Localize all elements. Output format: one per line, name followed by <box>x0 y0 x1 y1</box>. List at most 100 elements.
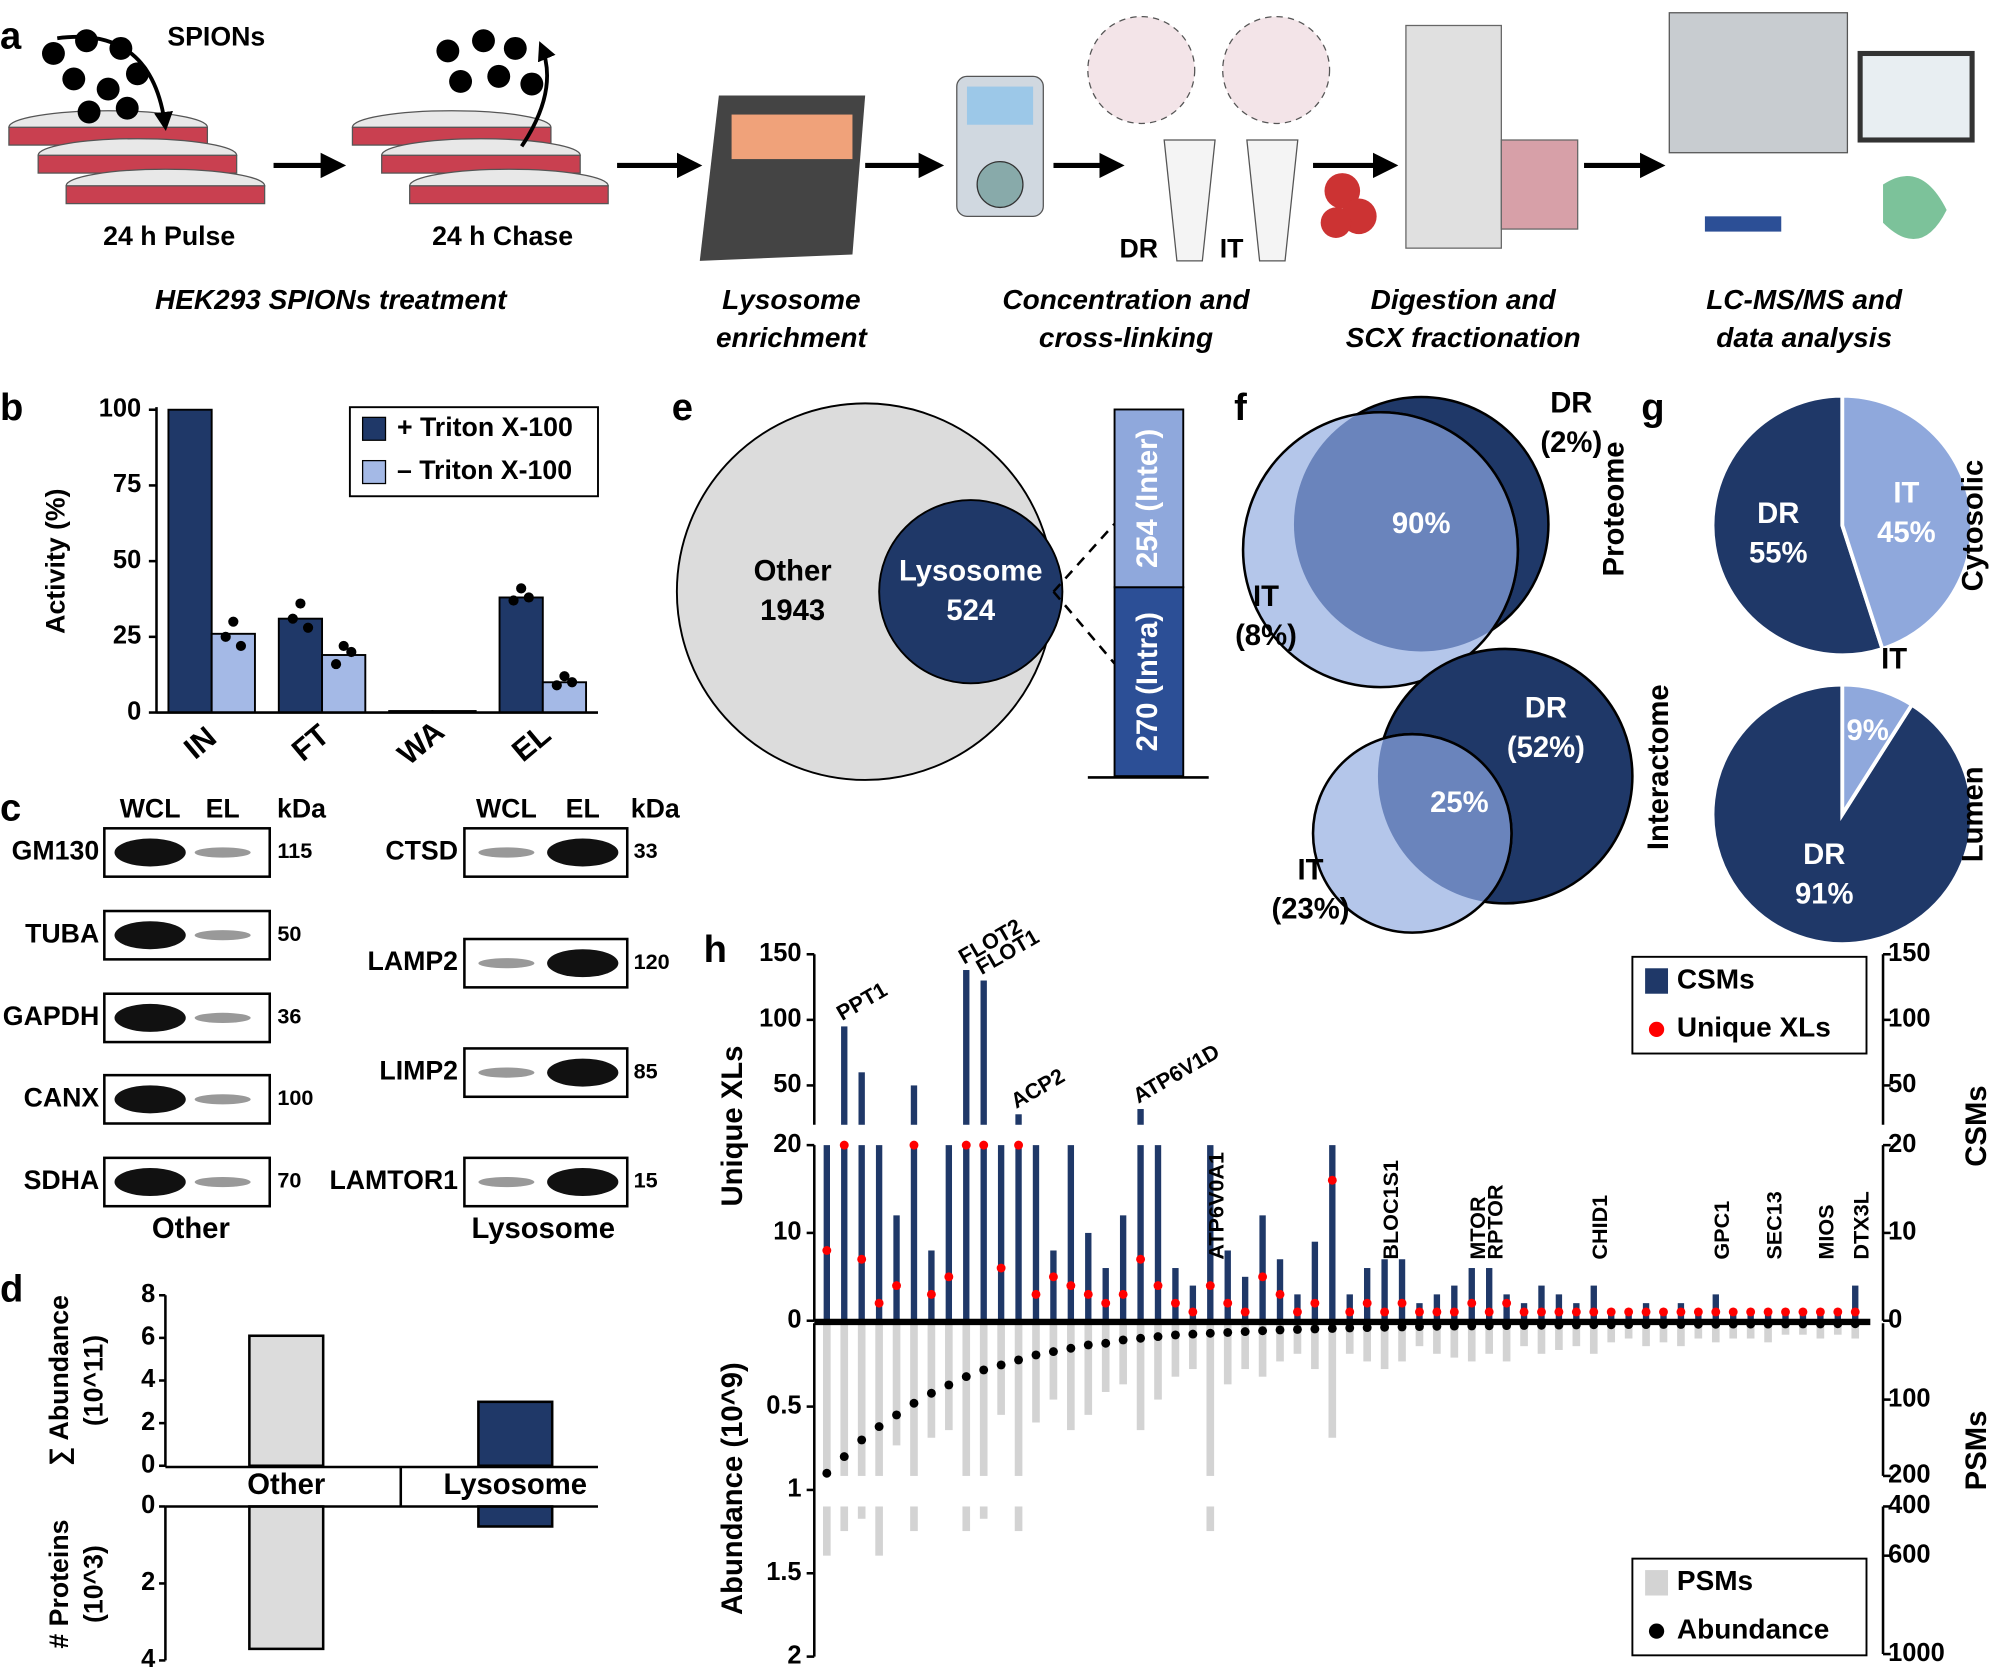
replicate-point <box>523 592 534 603</box>
y2-tick-label: 150 <box>1888 939 1930 967</box>
bar-suffix: (Inter) <box>1132 429 1164 512</box>
csm-bar <box>1137 1109 1144 1125</box>
csm-bar <box>1085 1232 1092 1321</box>
csm-bar <box>1468 1268 1475 1321</box>
abundance-point <box>979 1365 989 1375</box>
protein-label: CHID1 <box>1587 1195 1612 1260</box>
blot-band <box>478 1067 535 1078</box>
psm-bar <box>857 1506 866 1519</box>
abundance-point <box>1362 1323 1372 1333</box>
xl-point <box>892 1281 901 1291</box>
psm-bar <box>875 1506 883 1556</box>
venn-circle <box>878 499 1064 685</box>
csm-bar <box>980 980 987 1125</box>
xl-point <box>909 1140 919 1150</box>
abundance-point <box>1101 1338 1111 1348</box>
abundance-point <box>1240 1327 1250 1337</box>
legend-label: + Triton X-100 <box>397 412 573 442</box>
blot-band <box>547 949 619 978</box>
protein-label: SDHA <box>24 1165 100 1195</box>
category-label: Lysosome <box>443 1469 587 1501</box>
x-tick-label: FT <box>285 718 336 768</box>
protein-label: CTSD <box>385 836 458 866</box>
protein-label: ATP6V0A1 <box>1204 1152 1229 1260</box>
pie-title: Lumen <box>1957 766 1989 862</box>
y-tick-label: 6 <box>141 1323 155 1351</box>
csm-bar <box>1067 1145 1075 1321</box>
legend-label: CSMs <box>1677 963 1755 994</box>
y3-tick-label: 0.5 <box>766 1391 801 1419</box>
xl-point <box>926 1289 936 1299</box>
protein-label: BLOC1S1 <box>1378 1160 1403 1260</box>
psm-bar <box>945 1323 953 1431</box>
y-tick-label: 4 <box>141 1645 156 1673</box>
csm-bar <box>928 1250 935 1321</box>
xl-point <box>1798 1307 1808 1317</box>
replicate-point <box>559 671 570 682</box>
psm-bar <box>910 1506 918 1532</box>
y3-tick-label: 1 <box>787 1475 801 1503</box>
y-tick-label: 0 <box>141 1450 155 1478</box>
legend-label: Abundance <box>1677 1614 1829 1645</box>
bar <box>321 654 367 714</box>
psm-bar <box>1032 1323 1040 1423</box>
group-label: Lysosome <box>471 1213 615 1245</box>
abundance-point <box>944 1380 954 1390</box>
csm-bar <box>1398 1259 1406 1321</box>
psm-bar <box>1258 1323 1267 1377</box>
psm-bar <box>1398 1323 1406 1362</box>
protein-label: PPT1 <box>832 977 891 1026</box>
kda-label: 120 <box>634 949 670 974</box>
abundance-point <box>1223 1327 1233 1337</box>
protein-label: ACP2 <box>1006 1063 1068 1113</box>
psm-bar <box>1589 1323 1598 1354</box>
xl-point <box>1083 1289 1093 1299</box>
csm-bar <box>910 1145 918 1321</box>
slice-name: DR <box>1803 839 1845 871</box>
bar-suffix: (Intra) <box>1132 612 1164 695</box>
y-tick-label: 10 <box>773 1218 801 1246</box>
xl-point <box>1554 1307 1564 1317</box>
csm-bar <box>1590 1285 1597 1321</box>
abundance-point <box>1188 1329 1198 1339</box>
psm-bar <box>1677 1323 1685 1347</box>
slice-name: IT <box>1893 478 1919 510</box>
xl-point <box>822 1246 832 1255</box>
xl-point <box>1850 1307 1860 1317</box>
psm-bar <box>979 1323 988 1476</box>
column-header: EL <box>206 794 240 824</box>
xl-point <box>1763 1307 1773 1317</box>
abundance-point <box>1292 1324 1302 1334</box>
bar-value: 270 <box>1132 703 1164 752</box>
kda-label: 70 <box>277 1168 301 1193</box>
replicate-point <box>228 616 239 627</box>
y-tick-label: 8 <box>141 1280 155 1308</box>
step-label: cross-linking <box>1039 322 1213 353</box>
protein-label: GPC1 <box>1709 1201 1734 1260</box>
pie-slice <box>1710 682 1974 946</box>
axis-label: Abundance (10^9) <box>717 1362 749 1615</box>
psm-bar <box>1119 1323 1127 1385</box>
blot-band <box>114 838 186 867</box>
replicate-point <box>235 640 247 652</box>
psm-bar <box>857 1323 866 1476</box>
bar <box>477 1505 554 1528</box>
xl-point <box>1781 1307 1790 1317</box>
psm-bar <box>1049 1323 1058 1400</box>
panel-label: c <box>0 787 21 830</box>
xl-point <box>1327 1175 1337 1185</box>
xl-point <box>1659 1307 1668 1317</box>
psm-bar <box>1799 1323 1807 1335</box>
xl-point <box>1153 1281 1163 1291</box>
abundance-point <box>1345 1323 1355 1333</box>
panel-label: e <box>672 386 693 429</box>
set-percent: (8%) <box>1235 620 1297 652</box>
psm-bar <box>1624 1323 1633 1339</box>
kda-label: 50 <box>277 921 301 946</box>
csm-bar <box>893 1215 900 1321</box>
column-header: WCL <box>476 794 537 824</box>
psm-bar <box>1311 1323 1319 1370</box>
psm-bar <box>1154 1323 1162 1400</box>
abundance-point <box>996 1360 1006 1370</box>
bar <box>277 617 324 714</box>
